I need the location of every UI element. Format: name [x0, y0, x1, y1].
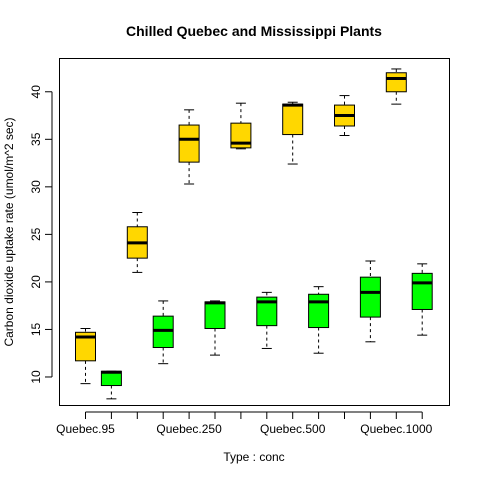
- y-axis-label: Carbon dioxide uptake rate (umol/m^2 sec…: [2, 117, 16, 346]
- box-11: [334, 95, 355, 137]
- x-tick-label: Quebec.500: [260, 422, 326, 436]
- box-body: [411, 272, 433, 310]
- box-body: [256, 296, 278, 327]
- y-tick-label: 35: [29, 132, 43, 146]
- box-body: [178, 124, 200, 163]
- x-tick-label: Quebec.1000: [360, 422, 432, 436]
- box-3: [126, 212, 148, 273]
- box-body: [75, 331, 96, 362]
- box-1: [75, 327, 96, 385]
- box-body: [359, 276, 381, 318]
- box-6: [204, 300, 226, 356]
- y-axis: 10 15 20 25 30 35 40: [29, 85, 53, 384]
- plot-frame: [59, 58, 450, 406]
- y-tick-label: 20: [29, 275, 43, 289]
- box-body: [204, 301, 226, 329]
- box-body: [385, 72, 407, 93]
- y-tick-label: 30: [29, 180, 43, 194]
- y-tick-label: 10: [29, 370, 43, 384]
- box-9: [282, 101, 304, 165]
- box-5: [178, 109, 200, 185]
- box-body: [282, 103, 304, 136]
- box-body: [308, 293, 330, 329]
- x-tick-label: Quebec.95: [56, 422, 115, 436]
- x-axis-label: Type : conc: [223, 450, 284, 464]
- box-14: [411, 263, 433, 336]
- y-tick-label: 15: [29, 322, 43, 336]
- x-tick-label: Quebec.250: [156, 422, 222, 436]
- y-tick-label: 40: [29, 85, 43, 99]
- box-10: [308, 286, 330, 354]
- box-4: [152, 300, 174, 365]
- chart-title: Chilled Quebec and Mississippi Plants: [126, 23, 382, 39]
- box-7: [230, 102, 252, 150]
- x-axis: Quebec.95 Quebec.250 Quebec.500 Quebec.1000: [56, 411, 433, 436]
- box-12: [359, 260, 381, 343]
- box-8: [256, 291, 278, 349]
- y-tick-label: 25: [29, 227, 43, 241]
- box-13: [385, 68, 407, 105]
- box-2: [100, 370, 122, 400]
- boxplot-series: [75, 68, 433, 400]
